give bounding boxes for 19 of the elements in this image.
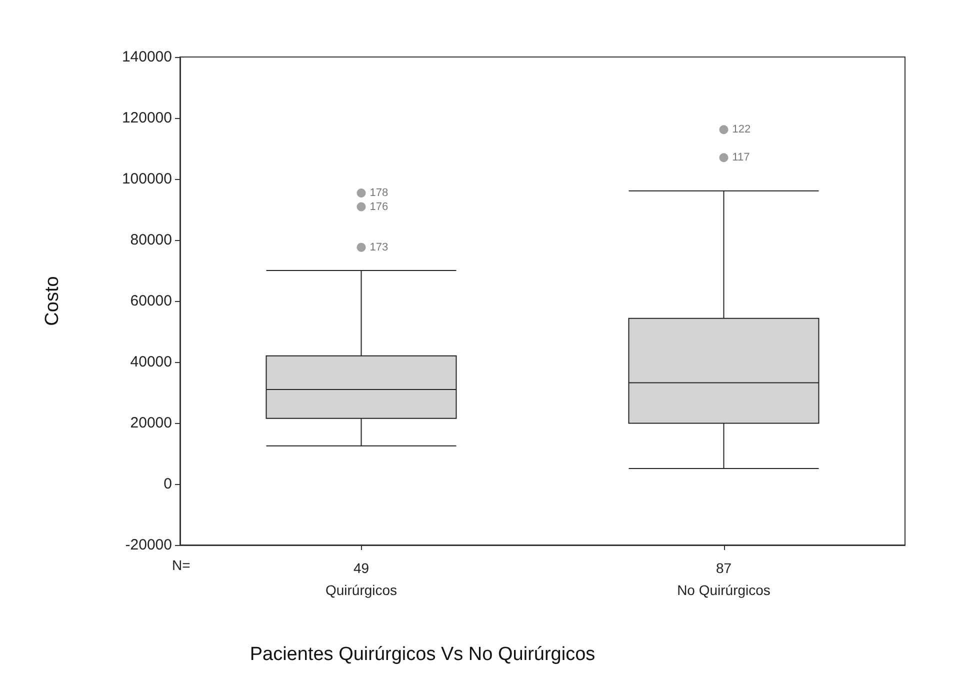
y-tick-label: -20000 [125, 536, 172, 554]
annotation: 173 [370, 241, 388, 254]
y-tick-label: 20000 [130, 414, 172, 432]
annotation: 176 [370, 200, 388, 213]
x-tick-label: 87 No Quirúrgicos [677, 560, 770, 598]
y-tick-label: 80000 [130, 232, 172, 248]
y-tick-label: 60000 [130, 292, 172, 310]
y-tick-label: 140000 [122, 48, 172, 66]
annotation: 117 [732, 152, 750, 164]
y-tick-label: 40000 [130, 354, 172, 370]
y-tick-label: 120000 [122, 110, 172, 126]
annotation: 178 [370, 187, 388, 200]
y-tick-label: 100000 [122, 170, 172, 188]
x-axis-title: Pacientes Quirúrgicos Vs No Quirúrgicos [250, 644, 596, 665]
x-tick-label: 49 Quirúrgicos [325, 560, 398, 598]
y-axis-title: Costo [42, 276, 63, 326]
annotation: 122 [732, 124, 751, 136]
text: N= [172, 557, 190, 573]
y-tick-label: 0 [164, 476, 172, 492]
